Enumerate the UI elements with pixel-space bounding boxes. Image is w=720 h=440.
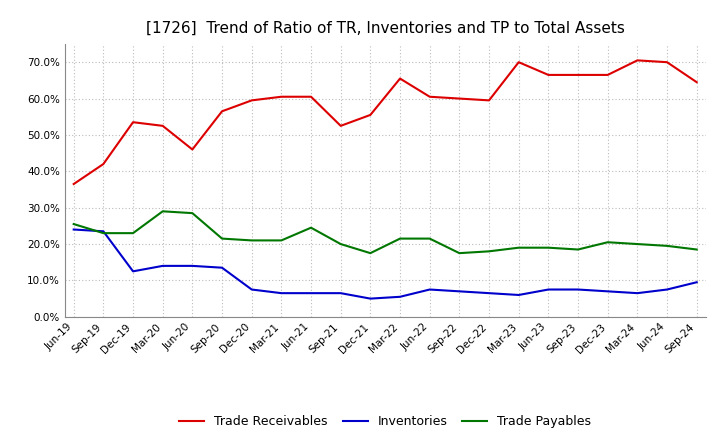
Line: Inventories: Inventories (73, 230, 697, 299)
Inventories (248, 287, 256, 292)
Inventories (693, 279, 701, 285)
Trade Payables (662, 243, 671, 249)
Trade Payables (158, 209, 167, 214)
Inventories (307, 290, 315, 296)
Trade Receivables (248, 98, 256, 103)
Trade Payables (307, 225, 315, 230)
Trade Receivables (99, 161, 108, 167)
Inventories (99, 229, 108, 234)
Trade Payables (693, 247, 701, 252)
Inventories (396, 294, 405, 300)
Inventories (426, 287, 434, 292)
Trade Payables (426, 236, 434, 241)
Trade Receivables (693, 80, 701, 85)
Inventories (633, 290, 642, 296)
Inventories (485, 290, 493, 296)
Trade Receivables (455, 96, 464, 101)
Trade Payables (544, 245, 553, 250)
Legend: Trade Receivables, Inventories, Trade Payables: Trade Receivables, Inventories, Trade Pa… (174, 411, 596, 433)
Inventories (662, 287, 671, 292)
Inventories (158, 263, 167, 268)
Trade Payables (99, 231, 108, 236)
Inventories (129, 269, 138, 274)
Inventories (544, 287, 553, 292)
Trade Payables (514, 245, 523, 250)
Inventories (455, 289, 464, 294)
Inventories (69, 227, 78, 232)
Trade Receivables (158, 123, 167, 128)
Trade Payables (248, 238, 256, 243)
Inventories (603, 289, 612, 294)
Trade Receivables (633, 58, 642, 63)
Inventories (514, 292, 523, 297)
Trade Receivables (336, 123, 345, 128)
Trade Receivables (69, 181, 78, 187)
Trade Receivables (485, 98, 493, 103)
Trade Receivables (277, 94, 286, 99)
Trade Payables (129, 231, 138, 236)
Trade Receivables (366, 112, 374, 117)
Trade Payables (69, 221, 78, 227)
Trade Payables (336, 242, 345, 247)
Trade Receivables (662, 59, 671, 65)
Trade Receivables (574, 72, 582, 77)
Trade Payables (188, 210, 197, 216)
Trade Receivables (217, 109, 226, 114)
Inventories (574, 287, 582, 292)
Trade Payables (396, 236, 405, 241)
Inventories (217, 265, 226, 270)
Trade Receivables (514, 59, 523, 65)
Trade Receivables (188, 147, 197, 152)
Trade Receivables (544, 72, 553, 77)
Inventories (188, 263, 197, 268)
Trade Payables (455, 250, 464, 256)
Trade Receivables (307, 94, 315, 99)
Trade Payables (277, 238, 286, 243)
Trade Receivables (129, 120, 138, 125)
Line: Trade Receivables: Trade Receivables (73, 60, 697, 184)
Trade Receivables (426, 94, 434, 99)
Trade Payables (633, 242, 642, 247)
Title: [1726]  Trend of Ratio of TR, Inventories and TP to Total Assets: [1726] Trend of Ratio of TR, Inventories… (145, 21, 625, 36)
Line: Trade Payables: Trade Payables (73, 211, 697, 253)
Trade Payables (603, 240, 612, 245)
Inventories (277, 290, 286, 296)
Inventories (336, 290, 345, 296)
Trade Receivables (603, 72, 612, 77)
Trade Payables (217, 236, 226, 241)
Trade Payables (366, 250, 374, 256)
Inventories (366, 296, 374, 301)
Trade Payables (485, 249, 493, 254)
Trade Payables (574, 247, 582, 252)
Trade Receivables (396, 76, 405, 81)
